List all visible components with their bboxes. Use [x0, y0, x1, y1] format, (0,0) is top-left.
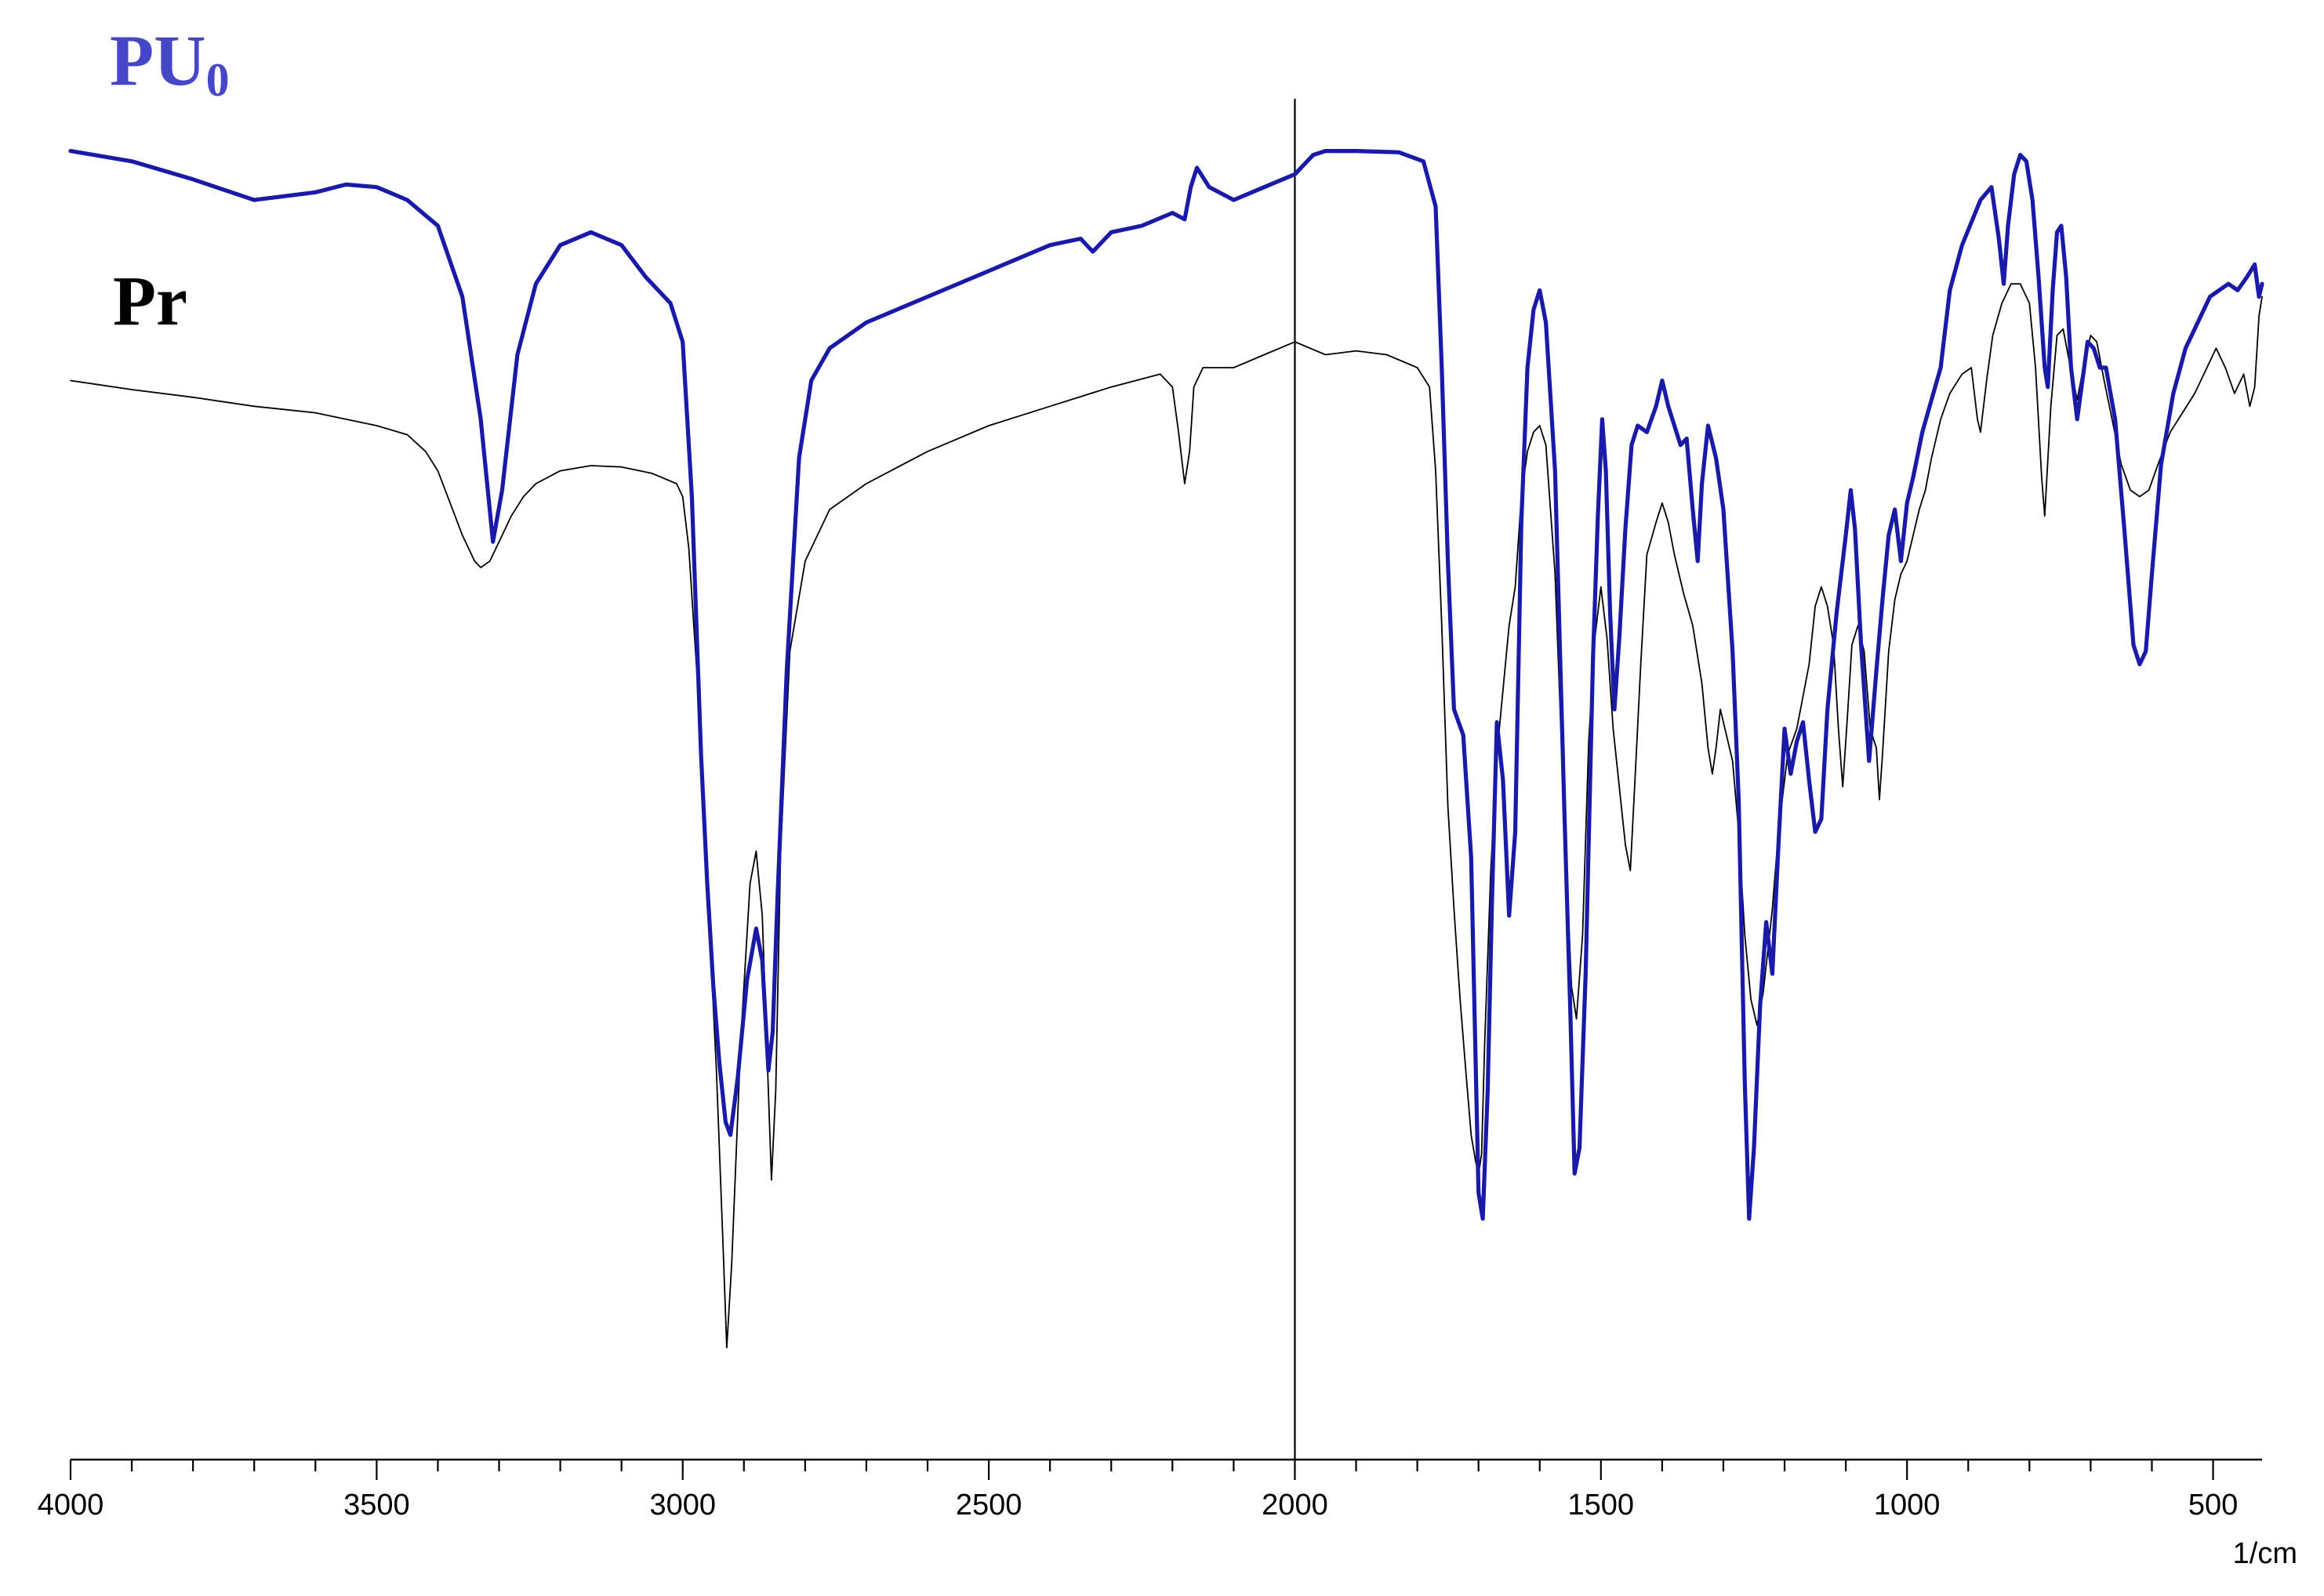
x-tick-label: 4000 [38, 1489, 104, 1522]
x-tick-label: 3000 [649, 1489, 716, 1522]
x-tick-label: 2500 [956, 1489, 1022, 1522]
series-label-pu0-subscript: 0 [206, 54, 230, 106]
x-axis-unit-label: 1/cm [2233, 1537, 2297, 1570]
series-label-pr: Pr [113, 263, 187, 340]
series-line-pr [70, 283, 2263, 1349]
series-layer [68, 149, 2264, 1349]
series-line-pu0 [68, 149, 2264, 1221]
x-tick-label: 500 [2188, 1489, 2238, 1522]
x-axis: 4000 3500 3000 2500 2000 1500 1000 500 [38, 1458, 2262, 1522]
x-tick-label: 3500 [343, 1489, 410, 1522]
series-label-pu0-main: PU [110, 20, 206, 100]
x-tick-label: 1500 [1568, 1489, 1635, 1522]
x-tick-label: 1000 [1874, 1489, 1941, 1522]
series-label-pu0: PU0 [110, 20, 230, 106]
x-tick-label: 2000 [1262, 1489, 1328, 1522]
